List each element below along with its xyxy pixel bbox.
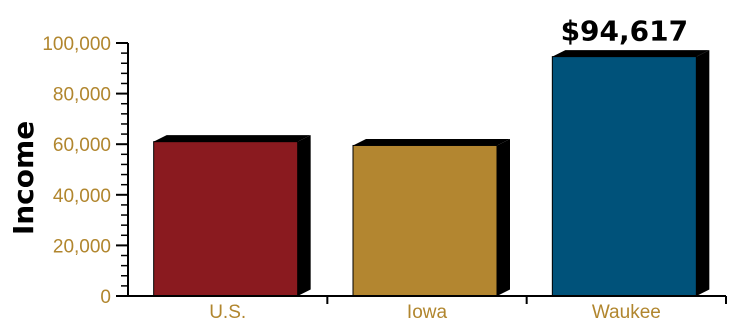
bar-front-face (551, 56, 697, 297)
bar-side-face (696, 50, 710, 297)
axes (127, 43, 726, 297)
bar-front-face (352, 144, 498, 297)
y-tick-label: 20,000 (53, 236, 111, 257)
x-category-label: Iowa (407, 302, 448, 320)
bar-top-face (353, 138, 510, 146)
y-axis-title: Income (7, 121, 40, 235)
bar-front-face (153, 141, 299, 297)
bar-top-face (153, 135, 311, 142)
bar-iowa (352, 138, 510, 297)
bar-waukee (551, 50, 710, 297)
x-category-label: U.S. (209, 302, 246, 320)
y-tick-label: 100,000 (42, 34, 111, 55)
bar-top-face (552, 50, 710, 57)
x-category-label: Waukee (592, 302, 661, 320)
bar-side-face (497, 138, 510, 296)
bar-data-label: $94,617 (561, 15, 689, 48)
bar-side-face (297, 135, 311, 296)
y-tick-label: 40,000 (53, 186, 111, 207)
bars (153, 50, 710, 297)
y-tick-label: 80,000 (53, 85, 111, 106)
y-tick-label: 60,000 (53, 135, 111, 156)
x-ticks (326, 296, 727, 304)
y-tick-label: 0 (100, 287, 111, 308)
labels: U.S. Iowa Waukee $94,617 (209, 15, 688, 320)
bar-u-s (153, 135, 311, 297)
y-ticks: 0 20,000 40,000 60,000 80,000 100,000 (42, 34, 128, 308)
